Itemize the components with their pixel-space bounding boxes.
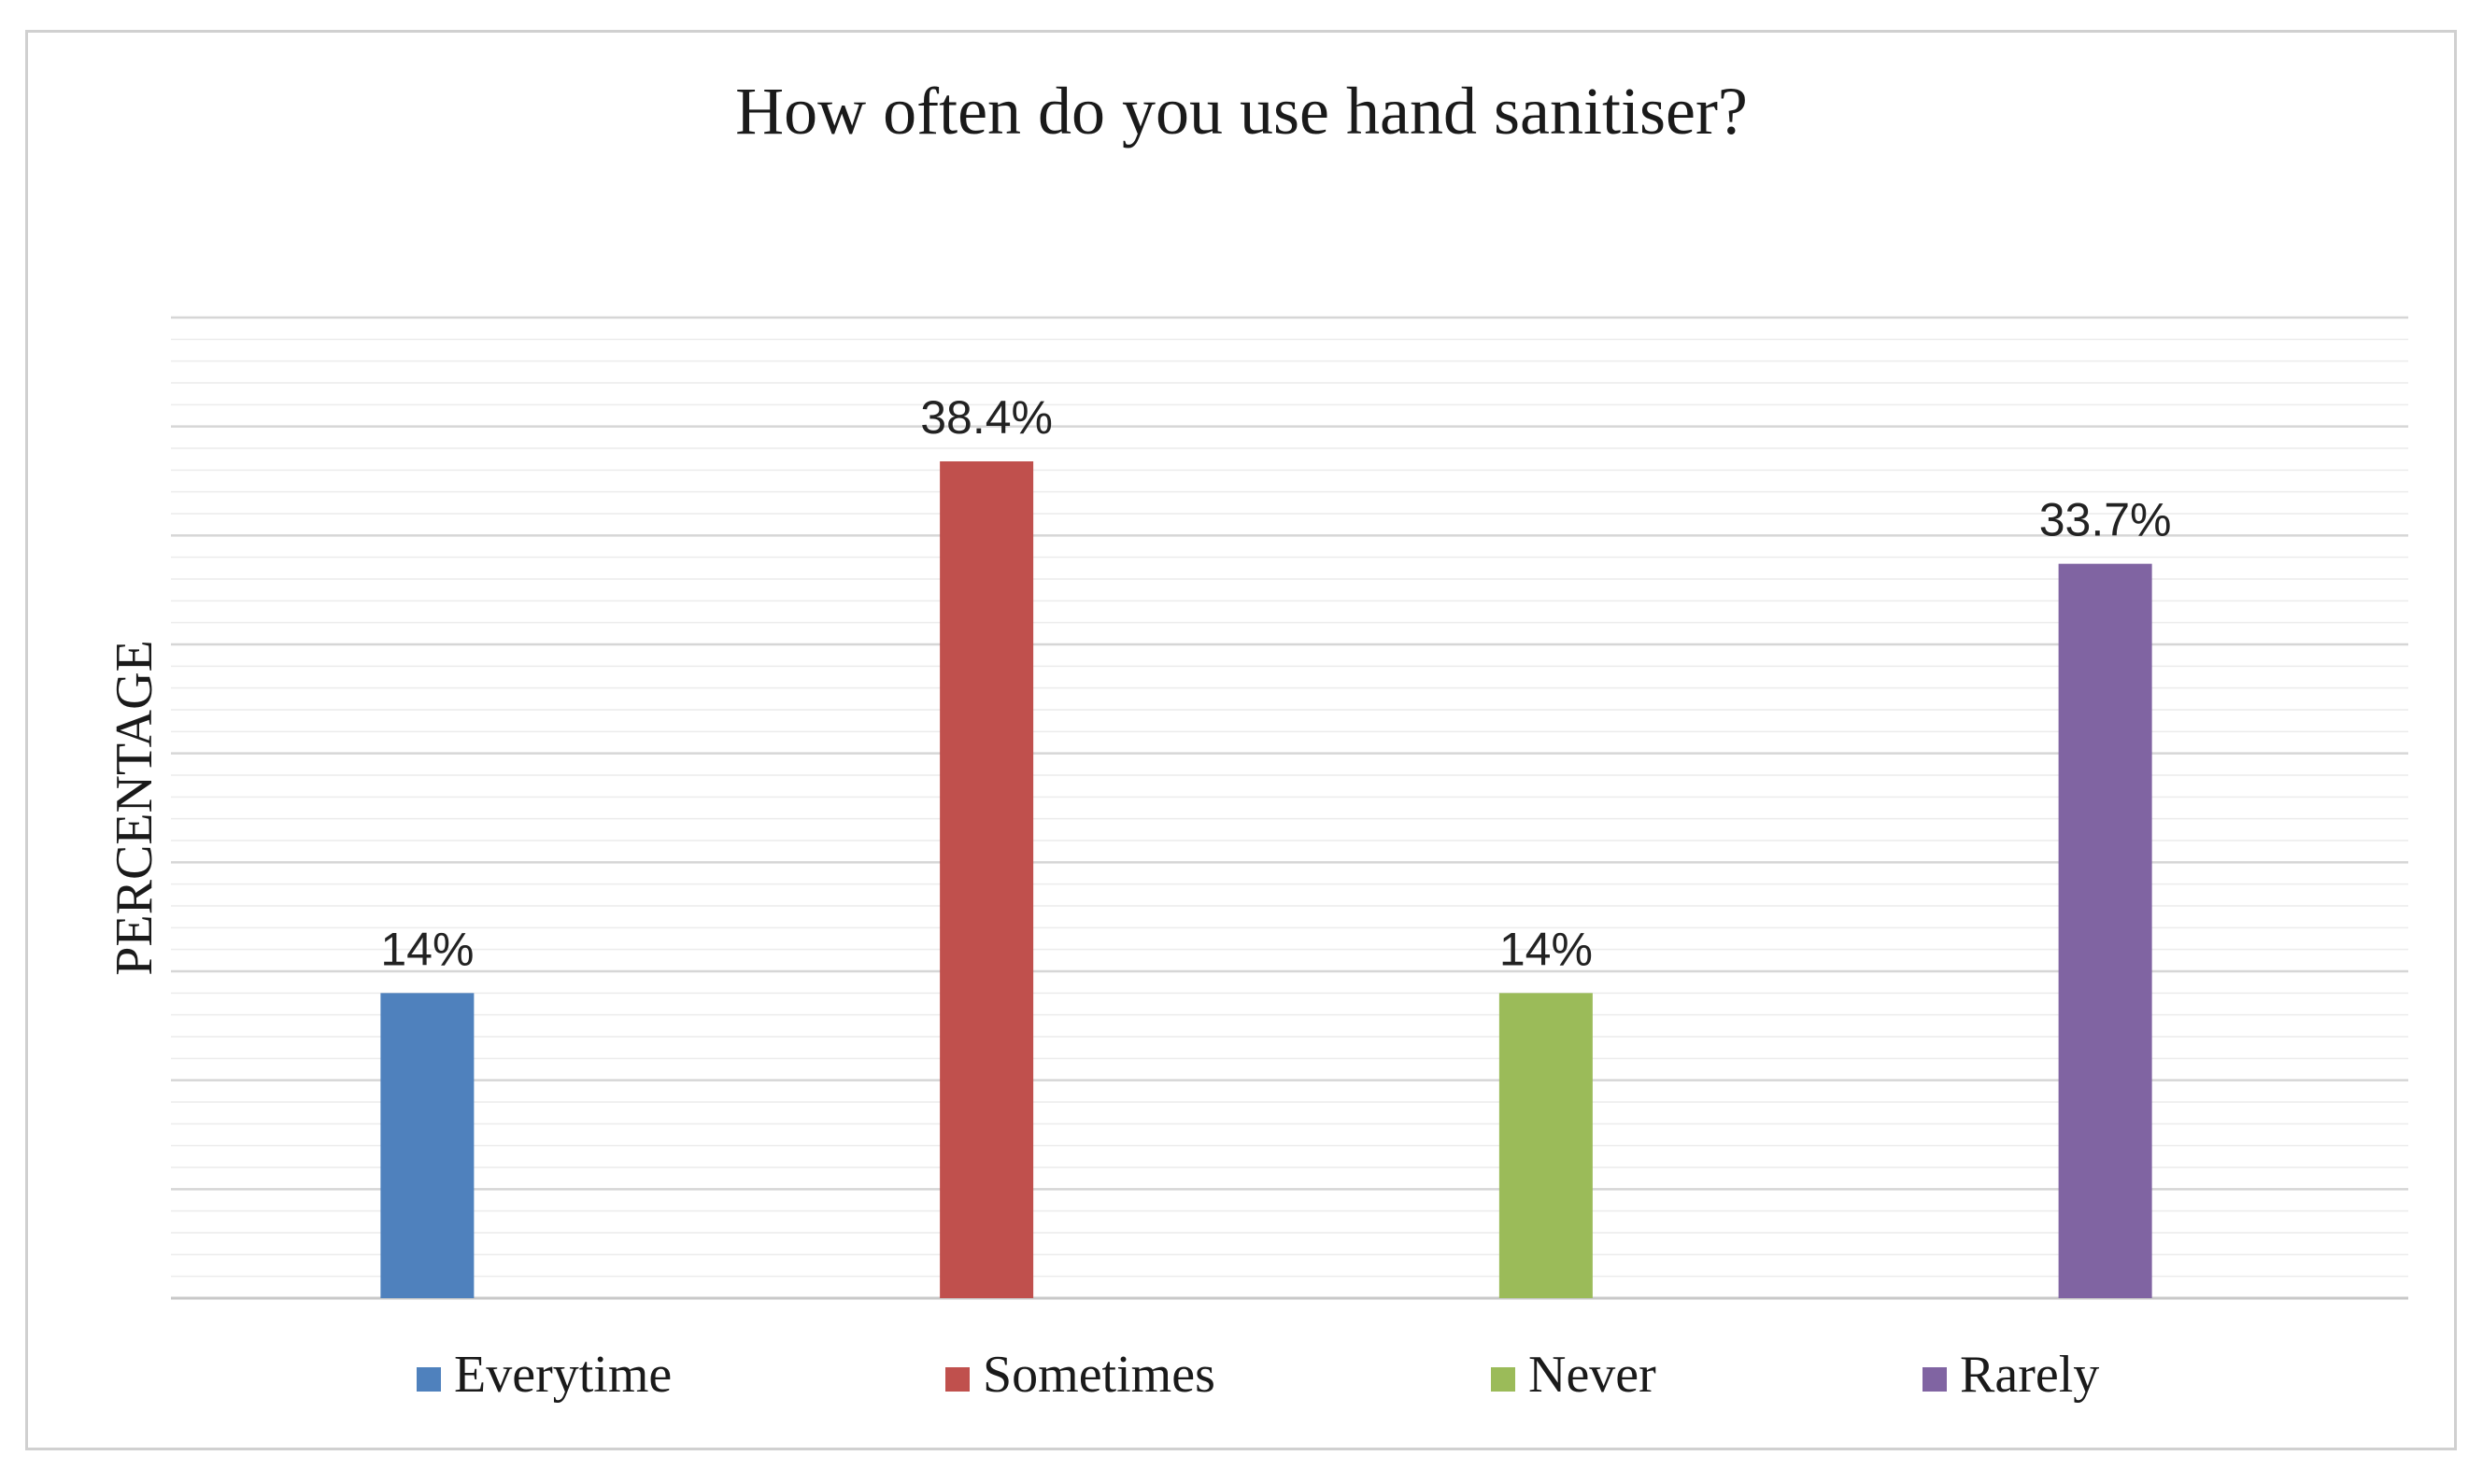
bar-never (1498, 993, 1593, 1298)
legend-swatch-sometimes (945, 1367, 970, 1392)
data-label-rarely: 33.7% (2039, 494, 2172, 546)
gridlines (171, 316, 2408, 1300)
legend-label-everytime: Everytime (454, 1346, 672, 1404)
legend-swatch-never (1491, 1367, 1515, 1392)
bar-everytime (380, 993, 475, 1298)
legend-label-never: Never (1528, 1346, 1656, 1404)
legend-swatch-everytime (417, 1367, 441, 1392)
data-label-never: 14% (1499, 923, 1593, 975)
data-labels: 14% 38.4% 14% 33.7% (380, 391, 2171, 975)
data-label-sometimes: 38.4% (920, 391, 1053, 444)
bars (380, 461, 2152, 1298)
chart-title: How often do you use hand sanitiser? (735, 74, 1748, 148)
legend-label-rarely: Rarely (1960, 1346, 2099, 1404)
legend-swatch-rarely (1923, 1367, 1947, 1392)
bar-sometimes (940, 461, 1034, 1298)
legend: Everytime Sometimes Never Rarely (417, 1346, 2099, 1404)
legend-label-sometimes: Sometimes (983, 1346, 1215, 1404)
bar-rarely (2058, 563, 2152, 1298)
data-label-everytime: 14% (380, 923, 474, 975)
